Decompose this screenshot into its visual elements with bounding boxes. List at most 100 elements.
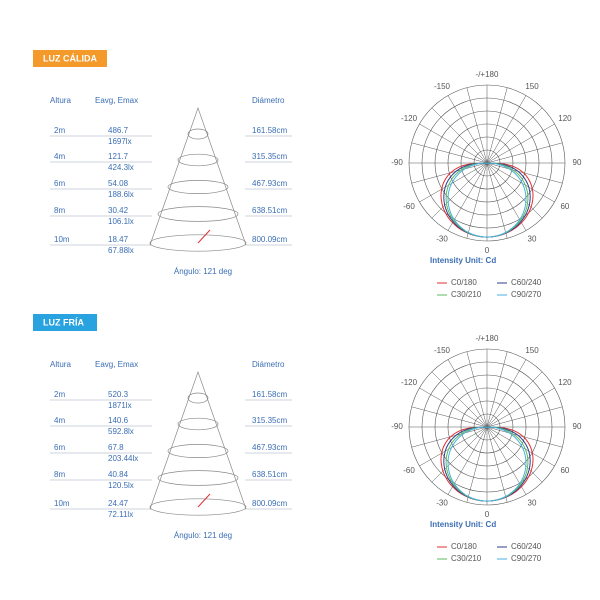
polar-spoke — [486, 95, 527, 164]
eavg: 40.84 — [108, 470, 129, 479]
polar-spoke — [486, 359, 527, 428]
emax: 67.88lx — [108, 246, 134, 255]
header: Altura — [50, 96, 71, 105]
badge — [33, 50, 107, 67]
polar-spoke — [411, 406, 488, 428]
polar-spoke — [486, 426, 543, 483]
cone-ring — [187, 392, 209, 404]
polar-spoke — [431, 426, 488, 483]
polar-spoke — [486, 426, 508, 503]
polar-label: -60 — [403, 202, 415, 211]
eavg: 520.3 — [108, 390, 129, 399]
diameter: 467.93cm — [252, 443, 287, 452]
legend-label: C60/240 — [511, 278, 542, 287]
header: Diámetro — [252, 96, 285, 105]
badge-text: LUZ FRÍA — [43, 317, 84, 327]
polar-label: 120 — [558, 114, 572, 123]
legend-label: C90/270 — [511, 290, 542, 299]
legend-label: C30/210 — [451, 290, 482, 299]
emax: 188.6lx — [108, 190, 134, 199]
height: 4m — [54, 416, 65, 425]
emax: 106.1lx — [108, 217, 134, 226]
polar-spoke — [419, 426, 488, 467]
diameter: 800.09cm — [252, 499, 287, 508]
legend-label: C30/210 — [451, 554, 482, 563]
polar-spoke — [486, 142, 563, 164]
polar-spoke — [486, 162, 508, 239]
emax: 203.44lx — [108, 454, 138, 463]
polar-spoke — [419, 162, 488, 203]
polar-spoke — [447, 359, 488, 428]
polar-spoke — [486, 162, 563, 184]
cone-ring — [157, 206, 239, 222]
polar-label: 0 — [485, 510, 490, 519]
eavg: 486.7 — [108, 126, 129, 135]
diameter: 638.51cm — [252, 206, 287, 215]
polar-label: 30 — [528, 234, 537, 243]
polar-label: -60 — [403, 466, 415, 475]
polar-label: 60 — [560, 466, 569, 475]
emax: 72.11lx — [108, 510, 133, 519]
polar-spoke — [486, 123, 555, 164]
polar-spoke — [486, 371, 543, 428]
height: 2m — [54, 126, 65, 135]
polar-spoke — [431, 371, 488, 428]
polar-label: -150 — [434, 82, 451, 91]
header: Eavg, Emax — [95, 360, 138, 369]
eavg: 54.08 — [108, 179, 129, 188]
polar-spoke — [466, 87, 488, 164]
eavg: 18.47 — [108, 235, 129, 244]
polar-label: 150 — [525, 346, 539, 355]
polar-spoke — [486, 107, 543, 164]
polar-spoke — [486, 162, 543, 219]
polar-curve — [447, 162, 527, 238]
polar-spoke — [419, 123, 488, 164]
polar-label: 30 — [528, 498, 537, 507]
polar-spoke — [466, 162, 488, 239]
legend-label: C90/270 — [511, 554, 542, 563]
badge-text: LUZ CÁLIDA — [43, 53, 97, 63]
polar-spoke — [431, 162, 488, 219]
polar-spoke — [486, 387, 555, 428]
header: Altura — [50, 360, 71, 369]
eavg: 140.6 — [108, 416, 129, 425]
polar-label: 90 — [573, 422, 582, 431]
polar-label: -/+180 — [476, 334, 499, 343]
cone-ring — [167, 180, 229, 194]
eavg: 24.47 — [108, 499, 129, 508]
polar-label: -90 — [391, 422, 403, 431]
polar-spoke — [411, 142, 488, 164]
cone-ring — [149, 234, 247, 252]
polar-label: -90 — [391, 158, 403, 167]
polar-label: 0 — [485, 246, 490, 255]
polar-curve — [447, 426, 527, 502]
polar-label: 150 — [525, 82, 539, 91]
polar-label: 60 — [560, 202, 569, 211]
cone — [149, 106, 247, 246]
badge — [33, 314, 97, 331]
polar-unit: Intensity Unit: Cd — [430, 520, 496, 529]
height: 4m — [54, 152, 65, 161]
header: Eavg, Emax — [95, 96, 138, 105]
radius — [197, 493, 211, 508]
cone-ring — [177, 417, 219, 431]
diameter: 315.35cm — [252, 152, 287, 161]
polar-spoke — [486, 162, 555, 203]
polar-label: -30 — [436, 498, 448, 507]
cone-ring — [157, 470, 239, 486]
polar-label: -150 — [434, 346, 451, 355]
cone-ring — [149, 498, 247, 516]
height: 10m — [54, 235, 70, 244]
height: 8m — [54, 470, 65, 479]
cone-ring — [167, 444, 229, 458]
polar-label: 120 — [558, 378, 572, 387]
diameter: 638.51cm — [252, 470, 287, 479]
polar-spoke — [486, 426, 563, 448]
height: 6m — [54, 443, 65, 452]
diameter: 161.58cm — [252, 126, 287, 135]
height: 2m — [54, 390, 65, 399]
diameter: 800.09cm — [252, 235, 287, 244]
polar-unit: Intensity Unit: Cd — [430, 256, 496, 265]
polar-spoke — [447, 95, 488, 164]
